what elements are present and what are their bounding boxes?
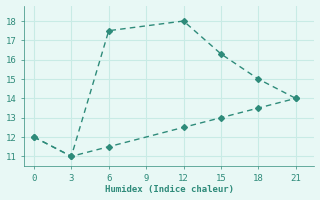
X-axis label: Humidex (Indice chaleur): Humidex (Indice chaleur) (105, 185, 234, 194)
